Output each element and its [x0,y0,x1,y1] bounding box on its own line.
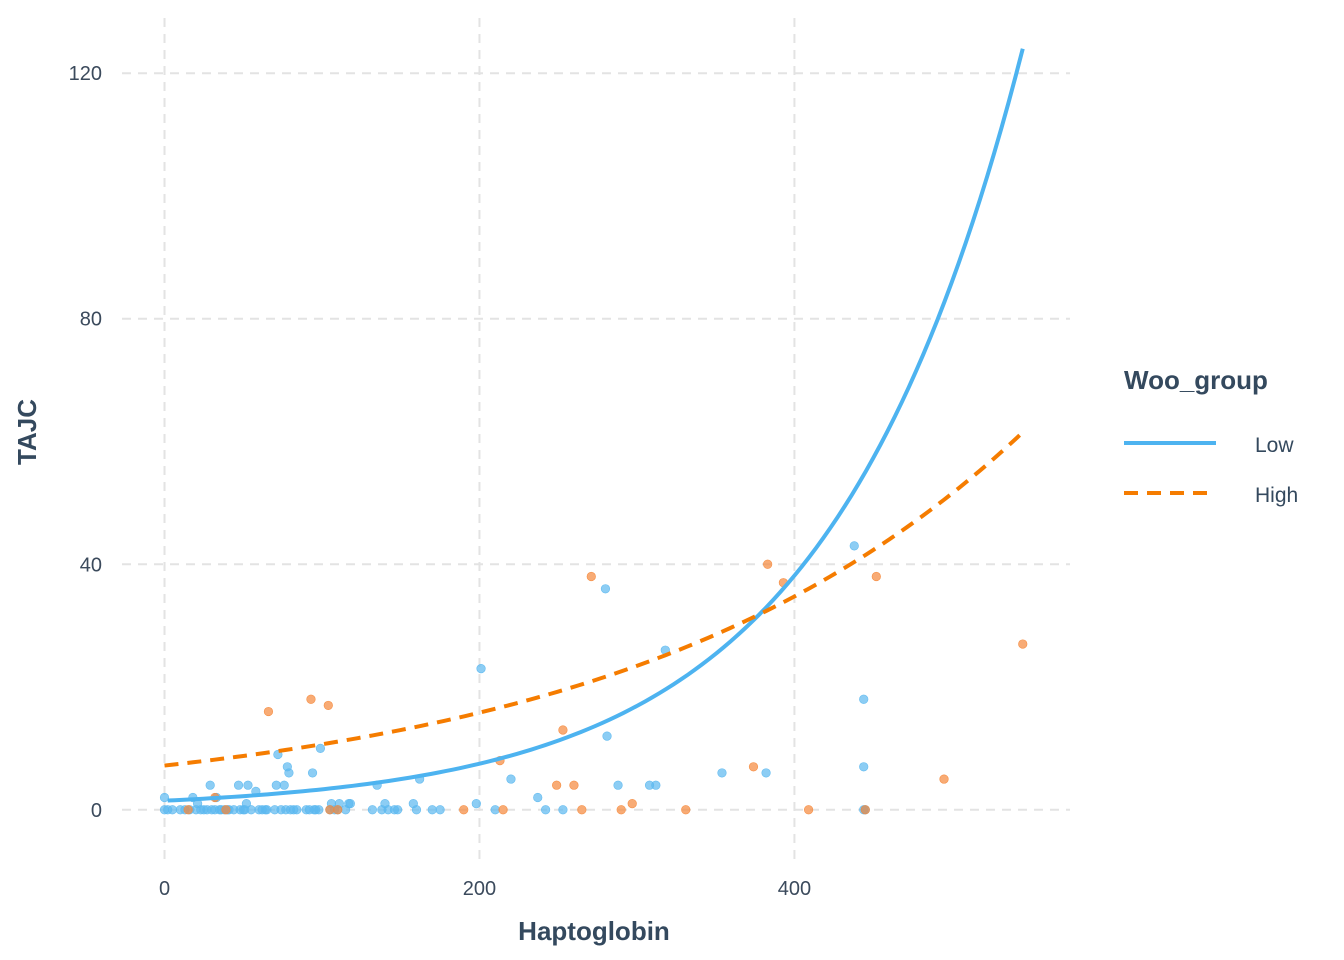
point-high [306,694,316,704]
point-high [748,762,759,772]
y-tick-label: 120 [69,63,102,85]
point-high [681,805,691,815]
point-low [243,780,253,790]
point-high [860,805,870,815]
point-low [761,768,771,778]
point-low [241,799,252,809]
point-low [345,799,355,809]
point-low [651,780,661,790]
point-high [939,774,949,784]
point-high [558,725,568,735]
point-high [1018,639,1028,649]
y-tick-label: 80 [80,309,102,331]
point-high [616,805,626,815]
point-low [367,805,377,815]
point-low [392,805,403,815]
point-low [233,780,244,790]
fit-line-low [167,48,1025,803]
point-high [323,700,333,711]
point-low [246,805,256,815]
point-low [541,805,551,815]
point-high [183,805,193,815]
point-low [205,780,215,790]
point-high [569,780,579,790]
point-high [871,571,881,582]
point-low [411,805,422,815]
point-high [498,805,508,815]
point-low [262,805,272,815]
point-high [627,799,637,809]
point-low [600,584,611,594]
fit-lines [164,48,1025,803]
x-axis-title: Haptoglobin [518,916,670,946]
point-low [435,805,445,815]
legend-title: Woo_group [1124,365,1268,395]
point-low [490,805,500,815]
point-low [314,805,324,815]
point-high [552,780,562,790]
point-low [613,780,623,790]
point-low [271,780,281,790]
point-low [427,805,437,815]
x-tick-label: 400 [778,878,811,900]
point-low [292,805,302,815]
point-low [159,792,170,803]
point-low [849,541,859,551]
data-points [159,541,1028,815]
point-high [325,805,335,815]
point-low [307,768,318,778]
point-low [859,762,869,772]
axis-ticks: 0 200 400 0 40 80 120 [69,63,811,900]
y-tick-label: 40 [80,554,102,576]
fit-line-high [164,430,1025,768]
point-low [471,799,481,809]
point-low [533,792,543,803]
grid-lines [122,18,1070,865]
point-low [284,768,294,778]
legend-label-high: High [1255,484,1298,507]
point-high [459,805,469,815]
point-low [602,731,612,741]
point-low [859,694,869,704]
point-high [763,559,773,569]
point-low [476,663,486,674]
x-tick-label: 0 [159,878,170,900]
point-high [803,805,814,815]
point-high [221,805,231,815]
point-low [315,743,326,753]
legend-label-low: Low [1255,434,1294,457]
point-low [279,780,289,790]
y-axis-title: TAJC [12,399,42,465]
point-high [577,805,587,815]
x-tick-label: 200 [463,878,496,900]
legend: Woo_group Low High [1124,365,1298,507]
point-high [263,706,274,717]
y-tick-label: 0 [91,800,102,822]
point-low [506,774,516,784]
point-low [717,768,727,778]
point-low [167,805,177,815]
point-high [586,571,596,582]
point-low [558,805,568,815]
point-high [333,805,343,815]
